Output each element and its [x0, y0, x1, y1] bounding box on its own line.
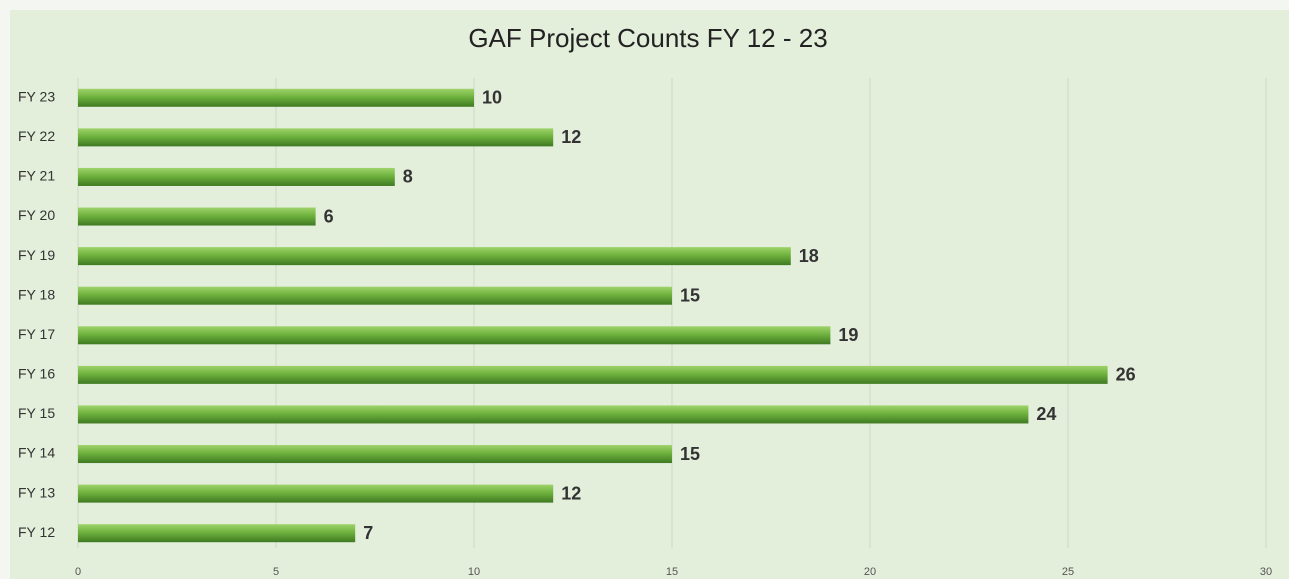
value-label: 19 [838, 325, 858, 345]
x-tick-label: 5 [273, 566, 279, 578]
y-tick-label: FY 16 [18, 366, 55, 382]
x-tick-label: 20 [864, 566, 876, 578]
chart-title: GAF Project Counts FY 12 - 23 [468, 23, 827, 53]
value-label: 6 [324, 206, 334, 226]
value-label: 12 [561, 127, 581, 147]
y-tick-label: FY 14 [18, 445, 55, 461]
bar [78, 445, 672, 464]
bar [78, 484, 554, 503]
y-tick-label: FY 15 [18, 405, 55, 421]
y-tick-label: FY 13 [18, 484, 55, 500]
value-label: 24 [1036, 404, 1056, 424]
value-label: 10 [482, 88, 502, 108]
y-tick-label: FY 22 [18, 128, 55, 144]
bar [78, 286, 672, 305]
y-tick-label: FY 17 [18, 326, 55, 342]
value-label: 7 [363, 523, 373, 543]
bar [78, 207, 316, 226]
x-tick-label: 0 [75, 566, 81, 578]
value-label: 26 [1116, 365, 1136, 385]
bar [78, 524, 356, 543]
y-tick-label: FY 19 [18, 247, 55, 263]
bar [78, 247, 791, 266]
y-tick-label: FY 23 [18, 88, 55, 104]
y-tick-label: FY 21 [18, 168, 55, 184]
x-tick-label: 15 [666, 566, 678, 578]
x-tick-label: 10 [468, 566, 480, 578]
value-label: 18 [799, 246, 819, 266]
bar [78, 128, 554, 147]
bar [78, 167, 395, 186]
x-tick-label: 30 [1260, 566, 1272, 578]
y-tick-label: FY 20 [18, 207, 55, 223]
bar [78, 88, 474, 107]
value-label: 12 [561, 483, 581, 503]
bar [78, 326, 831, 345]
bar [78, 365, 1108, 384]
value-label: 15 [680, 444, 700, 464]
bar [78, 405, 1029, 424]
value-label: 15 [680, 285, 700, 305]
x-tick-label: 25 [1062, 566, 1074, 578]
y-tick-label: FY 18 [18, 286, 55, 302]
value-label: 8 [403, 167, 413, 187]
y-tick-label: FY 12 [18, 524, 55, 540]
